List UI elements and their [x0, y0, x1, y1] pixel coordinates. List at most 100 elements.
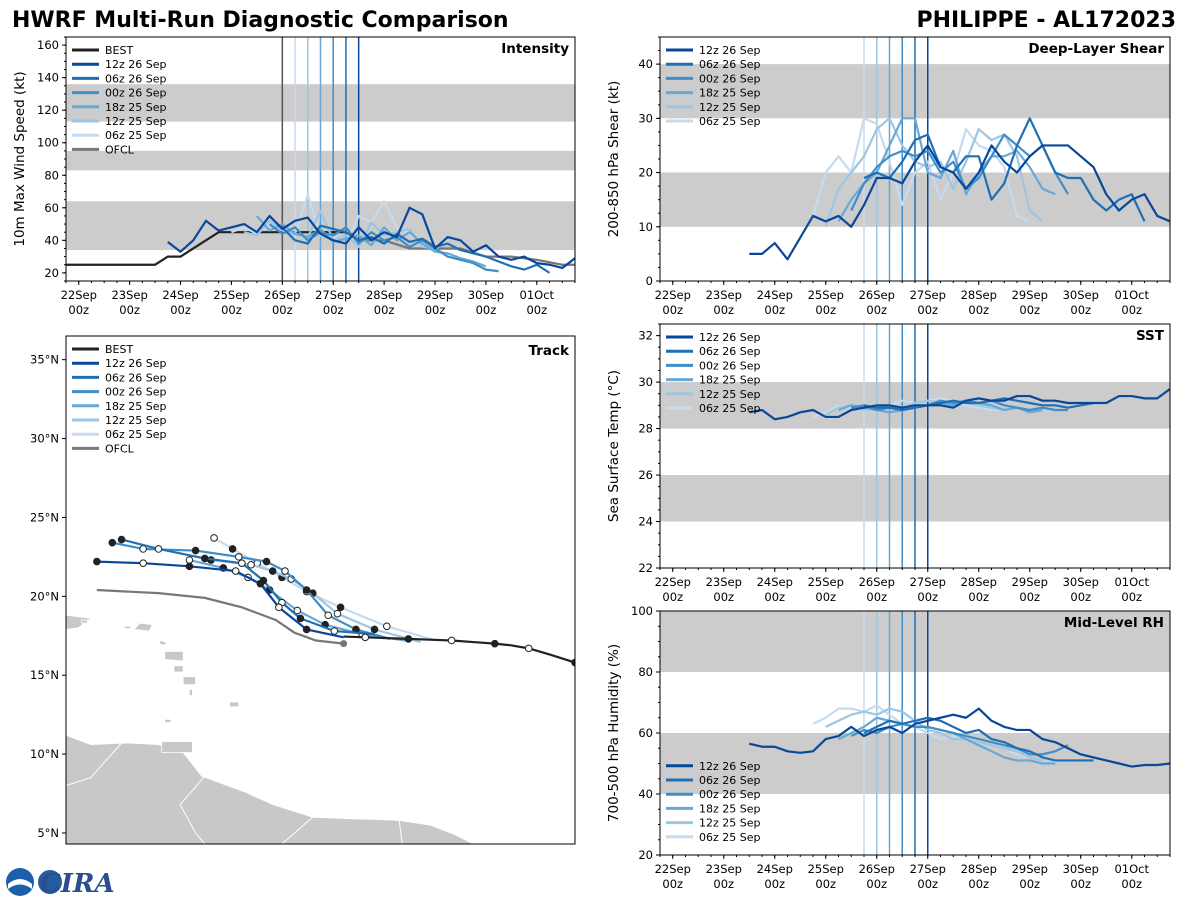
panel-title: Track	[529, 343, 570, 359]
legend-label: 12z 26 Sep	[699, 760, 761, 773]
track-point	[262, 557, 271, 566]
x-tick-date: 24Sep	[757, 288, 793, 302]
legend-label: 18z 25 Sep	[699, 374, 761, 387]
legend-label: 18z 25 Sep	[699, 802, 761, 815]
series-line	[243, 209, 461, 261]
y-tick-label: 20	[638, 848, 653, 862]
track-point	[333, 609, 342, 618]
x-tick-hour: 00z	[968, 590, 989, 604]
x-tick-date: 22Sep	[655, 288, 691, 302]
track-point	[93, 557, 101, 566]
legend-label: 18z 25 Sep	[105, 400, 167, 413]
y-tick-label: 0	[646, 274, 653, 288]
legend-label: 00z 26 Sep	[699, 788, 761, 801]
land-8	[229, 701, 240, 708]
x-tick-hour: 00z	[815, 303, 836, 317]
y-axis-label: 200-850 hPa Shear (kt)	[606, 81, 622, 238]
plot-area	[748, 611, 1170, 855]
y-tick-label: 80	[44, 168, 59, 182]
x-tick-hour: 00z	[1019, 303, 1040, 317]
legend-label: 06z 25 Sep	[699, 402, 761, 415]
panel-title: Mid-Level RH	[1064, 615, 1164, 631]
x-tick-hour: 00z	[476, 303, 497, 317]
x-tick-hour: 00z	[764, 590, 785, 604]
x-tick-date: 01Oct	[1114, 288, 1149, 302]
x-tick-hour: 00z	[764, 303, 785, 317]
track-point	[185, 562, 194, 571]
x-tick-date: 26Sep	[264, 288, 300, 302]
series-line	[863, 117, 1146, 222]
storm-id: PHILIPPE - AL172023	[916, 8, 1176, 33]
x-tick-hour: 00z	[968, 303, 989, 317]
legend-label: 06z 26 Sep	[105, 371, 167, 384]
legend-label: 18z 25 Sep	[105, 101, 167, 114]
panel-title: SST	[1136, 328, 1165, 344]
track-point	[268, 567, 277, 575]
x-tick-hour: 00z	[170, 303, 191, 317]
x-tick-hour: 00z	[917, 877, 938, 891]
track-point	[296, 614, 305, 623]
x-tick-date: 23Sep	[706, 575, 742, 589]
track-point	[228, 545, 237, 553]
border-line	[179, 775, 206, 844]
y-tick-label: 22	[638, 561, 653, 575]
x-tick-hour: 00z	[866, 877, 887, 891]
y-axis-label: 700-500 hPa Humidity (%)	[606, 644, 622, 822]
x-tick-hour: 00z	[764, 877, 785, 891]
x-tick-date: 26Sep	[859, 862, 895, 876]
land-7	[188, 688, 193, 697]
y-tick-label: 40	[638, 787, 653, 801]
x-tick-date: 30Sep	[468, 288, 504, 302]
legend-label: 12z 26 Sep	[699, 44, 761, 57]
x-tick-date: 28Sep	[961, 575, 997, 589]
track-line	[213, 536, 437, 642]
plot-area	[749, 324, 1170, 568]
x-tick-hour: 00z	[1121, 303, 1142, 317]
x-tick-hour: 00z	[662, 590, 683, 604]
legend-label: BEST	[105, 44, 133, 57]
legend-label: 06z 25 Sep	[699, 831, 761, 844]
y-tick-label: 10°N	[30, 747, 59, 761]
y-tick-label: 32	[638, 329, 653, 343]
legend-label: 12z 25 Sep	[699, 101, 761, 114]
land-1	[161, 741, 193, 753]
track-point	[281, 567, 289, 575]
legend-label: 12z 26 Sep	[699, 331, 761, 344]
x-tick-hour: 00z	[917, 303, 938, 317]
x-tick-hour: 00z	[323, 303, 344, 317]
cira-logo-text: CIRA	[40, 869, 115, 899]
x-tick-date: 23Sep	[706, 862, 742, 876]
border-line	[66, 742, 122, 787]
border-line	[398, 820, 403, 844]
x-tick-date: 23Sep	[111, 288, 147, 302]
track-line	[112, 541, 391, 640]
y-tick-label: 5°N	[37, 826, 59, 840]
x-tick-hour: 00z	[815, 590, 836, 604]
series-line	[749, 388, 1170, 421]
x-tick-date: 23Sep	[706, 288, 742, 302]
x-tick-date: 25Sep	[808, 862, 844, 876]
y-tick-label: 80	[638, 665, 653, 679]
track-point	[293, 606, 302, 615]
x-tick-hour: 00z	[866, 590, 887, 604]
track-point	[191, 546, 200, 555]
series-line	[167, 206, 575, 270]
legend-label: 12z 25 Sep	[699, 388, 761, 401]
track-point	[370, 625, 379, 634]
x-tick-date: 24Sep	[162, 288, 198, 302]
x-tick-date: 01Oct	[1114, 575, 1149, 589]
series-line	[268, 223, 499, 273]
track-point	[210, 534, 218, 542]
x-tick-hour: 00z	[713, 877, 734, 891]
series-line	[824, 117, 1044, 228]
track-point	[238, 559, 246, 567]
track-point	[256, 579, 265, 588]
y-tick-label: 140	[37, 71, 59, 85]
x-tick-date: 29Sep	[1012, 288, 1048, 302]
track-point	[275, 603, 283, 612]
series-line	[748, 707, 1170, 768]
x-tick-date: 29Sep	[417, 288, 453, 302]
legend-label: 06z 26 Sep	[699, 345, 761, 358]
legend-label: 00z 26 Sep	[699, 359, 761, 372]
